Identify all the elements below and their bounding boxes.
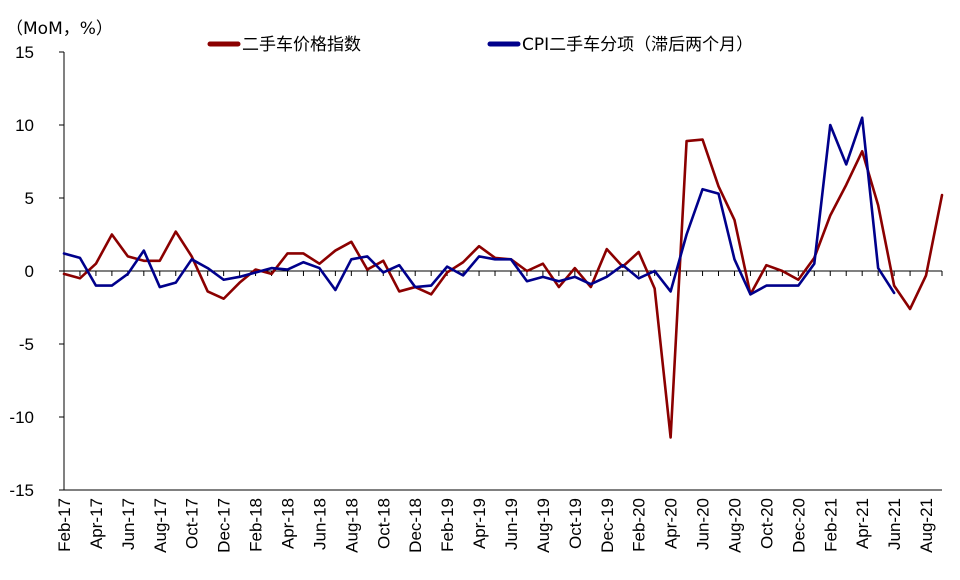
x-tick-label: Jun-20 [694, 498, 713, 550]
x-tick-label: Feb-18 [247, 498, 266, 552]
y-tick-label: 0 [25, 262, 34, 281]
x-tick-label: Apr-17 [87, 498, 106, 549]
x-tick-label: Jun-17 [119, 498, 138, 550]
x-tick-label: Dec-19 [598, 498, 617, 553]
unit-label: （MoM，%） [6, 19, 113, 39]
series-line-0 [62, 138, 944, 439]
x-tick-label: Apr-19 [470, 498, 489, 549]
series-layer [62, 116, 944, 439]
x-tick-label: Dec-18 [406, 498, 425, 553]
x-tick-label: Apr-18 [278, 498, 297, 549]
y-tick-label: 5 [25, 189, 34, 208]
x-tick-label: Aug-21 [917, 498, 936, 553]
x-tick-label: Feb-17 [55, 498, 74, 552]
legend-label-1: CPI二手车分项（滞后两个月） [522, 35, 753, 55]
x-tick-label: Oct-20 [757, 498, 776, 549]
x-tick-label: Aug-19 [534, 498, 553, 553]
x-tick-label: Dec-17 [215, 498, 234, 553]
x-tick-label: Oct-17 [183, 498, 202, 549]
x-tick-label: Feb-19 [438, 498, 457, 552]
y-tick-label: 10 [15, 116, 34, 135]
legend-label-0: 二手车价格指数 [242, 35, 361, 55]
x-tick-label: Aug-18 [342, 498, 361, 553]
x-tick-label: Oct-18 [374, 498, 393, 549]
x-tick-label: Aug-17 [151, 498, 170, 553]
x-tick-label: Jun-18 [310, 498, 329, 550]
y-axis: 15 10 5 0 -5 -10 -15 [9, 43, 65, 500]
y-tick-label: 15 [15, 43, 34, 62]
y-tick-label: -10 [9, 408, 34, 427]
x-axis: Feb-17 Apr-17 Jun-17 Aug-17 Oct-17 Dec-17 Feb-… [55, 270, 943, 553]
y-tick-label: -15 [9, 481, 34, 500]
x-tick-label: Apr-21 [853, 498, 872, 549]
x-tick-label: Aug-20 [725, 498, 744, 553]
x-tick-label: Feb-20 [630, 498, 649, 552]
x-tick-label: Oct-19 [566, 498, 585, 549]
series-line-1 [62, 116, 896, 296]
x-tick-label: Jun-19 [502, 498, 521, 550]
x-tick-label: Dec-20 [789, 498, 808, 553]
x-tick-label: Apr-20 [662, 498, 681, 549]
x-tick-label: Jun-21 [885, 498, 904, 550]
x-tick-label: Feb-21 [821, 498, 840, 552]
legend: 二手车价格指数 CPI二手车分项（滞后两个月） [207, 35, 753, 55]
y-tick-label: -5 [19, 335, 34, 354]
